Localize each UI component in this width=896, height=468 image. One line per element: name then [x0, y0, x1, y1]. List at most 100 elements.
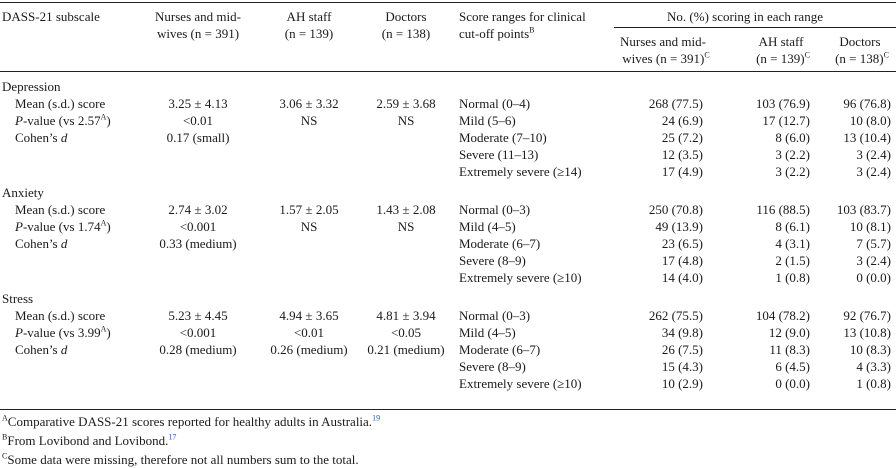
stat-value-nurses: 0.33 (medium) — [159, 236, 237, 251]
range-count-doctors: 13 (10.8) — [843, 325, 891, 340]
stat-label: Mean (s.d.) score — [15, 96, 106, 111]
header-ah-line1: AH staff — [286, 9, 332, 24]
range-count-doctors: 13 (10.4) — [843, 130, 891, 145]
range-count-ah: 116 (88.5) — [756, 202, 810, 217]
range-count-doctors: 96 (76.8) — [843, 96, 891, 111]
stat-value-nurses: <0.01 — [182, 113, 214, 128]
range-count-ah: 103 (76.9) — [755, 96, 810, 111]
range-label: Extremely severe (≥10) — [459, 270, 582, 285]
header-rule — [0, 71, 896, 72]
header-score-ranges-line2: cut-off pointsB — [459, 25, 535, 41]
range-count-doctors: 4 (3.3) — [856, 359, 891, 374]
stat-value-ah: 3.06 ± 3.32 — [279, 96, 339, 111]
range-count-nurses: 24 (6.9) — [661, 113, 703, 128]
stat-value-nurses: 3.25 ± 4.13 — [168, 96, 228, 111]
stat-value-doctors: 4.81 ± 3.94 — [376, 308, 436, 323]
range-count-nurses: 262 (75.5) — [648, 308, 703, 323]
range-count-nurses: 14 (4.0) — [661, 270, 703, 285]
bottom-rule — [0, 409, 896, 410]
range-count-doctors: 3 (2.4) — [856, 147, 891, 162]
header-subscale: DASS-21 subscale — [2, 9, 100, 24]
range-count-ah: 3 (2.2) — [775, 164, 810, 179]
stat-value-nurses: 0.28 (medium) — [159, 342, 237, 357]
range-count-nurses: 10 (2.9) — [661, 376, 703, 391]
stat-label: Cohen’s d — [15, 236, 68, 251]
subheader-doctors-line2: (n = 138)C — [835, 50, 889, 66]
range-label: Normal (0–4) — [459, 96, 531, 111]
stat-value-doctors: <0.05 — [390, 325, 422, 340]
range-count-nurses: 23 (6.5) — [661, 236, 703, 251]
range-count-nurses: 17 (4.9) — [661, 164, 703, 179]
stat-label: P-value (vs 1.74A) — [15, 218, 111, 234]
subheader-ah-line1: AH staff — [758, 34, 804, 49]
header-score-ranges-line1: Score ranges for clinical — [459, 9, 586, 24]
range-count-doctors: 10 (8.1) — [849, 219, 891, 234]
span-rule — [614, 27, 896, 28]
range-count-doctors: 10 (8.3) — [849, 342, 891, 357]
header-nurses-line2: wives (n = 391) — [156, 26, 240, 41]
stat-value-ah: 0.26 (medium) — [270, 342, 348, 357]
section-title: Depression — [2, 79, 61, 94]
range-count-ah: 3 (2.2) — [775, 147, 810, 162]
stat-value-ah: 4.94 ± 3.65 — [279, 308, 339, 323]
stat-value-ah: NS — [300, 113, 318, 128]
header-nurses-line1: Nurses and mid- — [155, 9, 241, 24]
range-count-ah: 104 (78.2) — [755, 308, 810, 323]
range-count-nurses: 12 (3.5) — [661, 147, 703, 162]
subheader-ah-line2: (n = 139)C — [756, 50, 810, 66]
subheader-nurses-line2: wives (n = 391)C — [622, 50, 710, 66]
subheader-nurses-line1: Nurses and mid- — [620, 34, 706, 49]
stat-value-ah: NS — [300, 219, 318, 234]
range-count-doctors: 10 (8.0) — [849, 113, 891, 128]
range-count-ah: 11 (8.3) — [769, 342, 810, 357]
range-count-nurses: 268 (77.5) — [648, 96, 703, 111]
range-label: Moderate (7–10) — [459, 130, 547, 145]
range-count-ah: 2 (1.5) — [775, 253, 810, 268]
range-label: Severe (8–9) — [459, 253, 526, 268]
stat-label: P-value (vs 2.57A) — [15, 112, 111, 128]
range-label: Severe (8–9) — [459, 359, 526, 374]
stat-value-doctors: NS — [397, 219, 415, 234]
stat-value-doctors: 0.21 (medium) — [367, 342, 445, 357]
range-label: Mild (5–6) — [459, 113, 516, 128]
range-count-doctors: 3 (2.4) — [856, 253, 891, 268]
stat-label: Mean (s.d.) score — [15, 202, 106, 217]
range-count-ah: 8 (6.1) — [775, 219, 810, 234]
range-count-doctors: 92 (76.7) — [843, 308, 891, 323]
top-rule — [0, 2, 896, 3]
stat-label: Mean (s.d.) score — [15, 308, 106, 323]
range-label: Mild (4–5) — [459, 325, 516, 340]
stat-label: Cohen’s d — [15, 130, 68, 145]
stat-value-nurses: <0.001 — [179, 219, 217, 234]
stat-value-nurses: <0.001 — [179, 325, 217, 340]
range-count-doctors: 1 (0.8) — [856, 376, 891, 391]
range-label: Extremely severe (≥14) — [459, 164, 582, 179]
header-doctors-line2: (n = 138) — [381, 26, 431, 41]
range-label: Moderate (6–7) — [459, 342, 541, 357]
range-count-nurses: 250 (70.8) — [648, 202, 703, 217]
stat-value-ah: <0.01 — [293, 325, 325, 340]
range-count-doctors: 103 (83.7) — [836, 202, 891, 217]
footnote-b: BFrom Lovibond and Lovibond.17 — [2, 432, 177, 448]
section-title: Anxiety — [2, 185, 44, 200]
range-count-ah: 0 (0.0) — [775, 376, 810, 391]
stat-value-doctors: NS — [397, 113, 415, 128]
range-count-ah: 12 (9.0) — [768, 325, 810, 340]
range-count-nurses: 15 (4.3) — [661, 359, 703, 374]
stat-value-ah: 1.57 ± 2.05 — [279, 202, 339, 217]
subheader-doctors-line1: Doctors — [839, 34, 881, 49]
stat-value-nurses: 0.17 (small) — [166, 130, 230, 145]
stat-value-doctors: 2.59 ± 3.68 — [376, 96, 436, 111]
range-count-ah: 4 (3.1) — [775, 236, 810, 251]
stat-value-nurses: 5.23 ± 4.45 — [168, 308, 228, 323]
range-label: Moderate (6–7) — [459, 236, 541, 251]
footnote-a: AComparative DASS-21 scores reported for… — [2, 413, 381, 429]
range-count-nurses: 49 (13.9) — [655, 219, 703, 234]
range-count-nurses: 17 (4.8) — [661, 253, 703, 268]
stat-label: P-value (vs 3.99A) — [15, 324, 111, 340]
footnote-c: CSome data were missing, therefore not a… — [2, 451, 359, 467]
range-count-doctors: 7 (5.7) — [856, 236, 891, 251]
range-count-ah: 8 (6.0) — [775, 130, 810, 145]
range-count-doctors: 3 (2.4) — [856, 164, 891, 179]
